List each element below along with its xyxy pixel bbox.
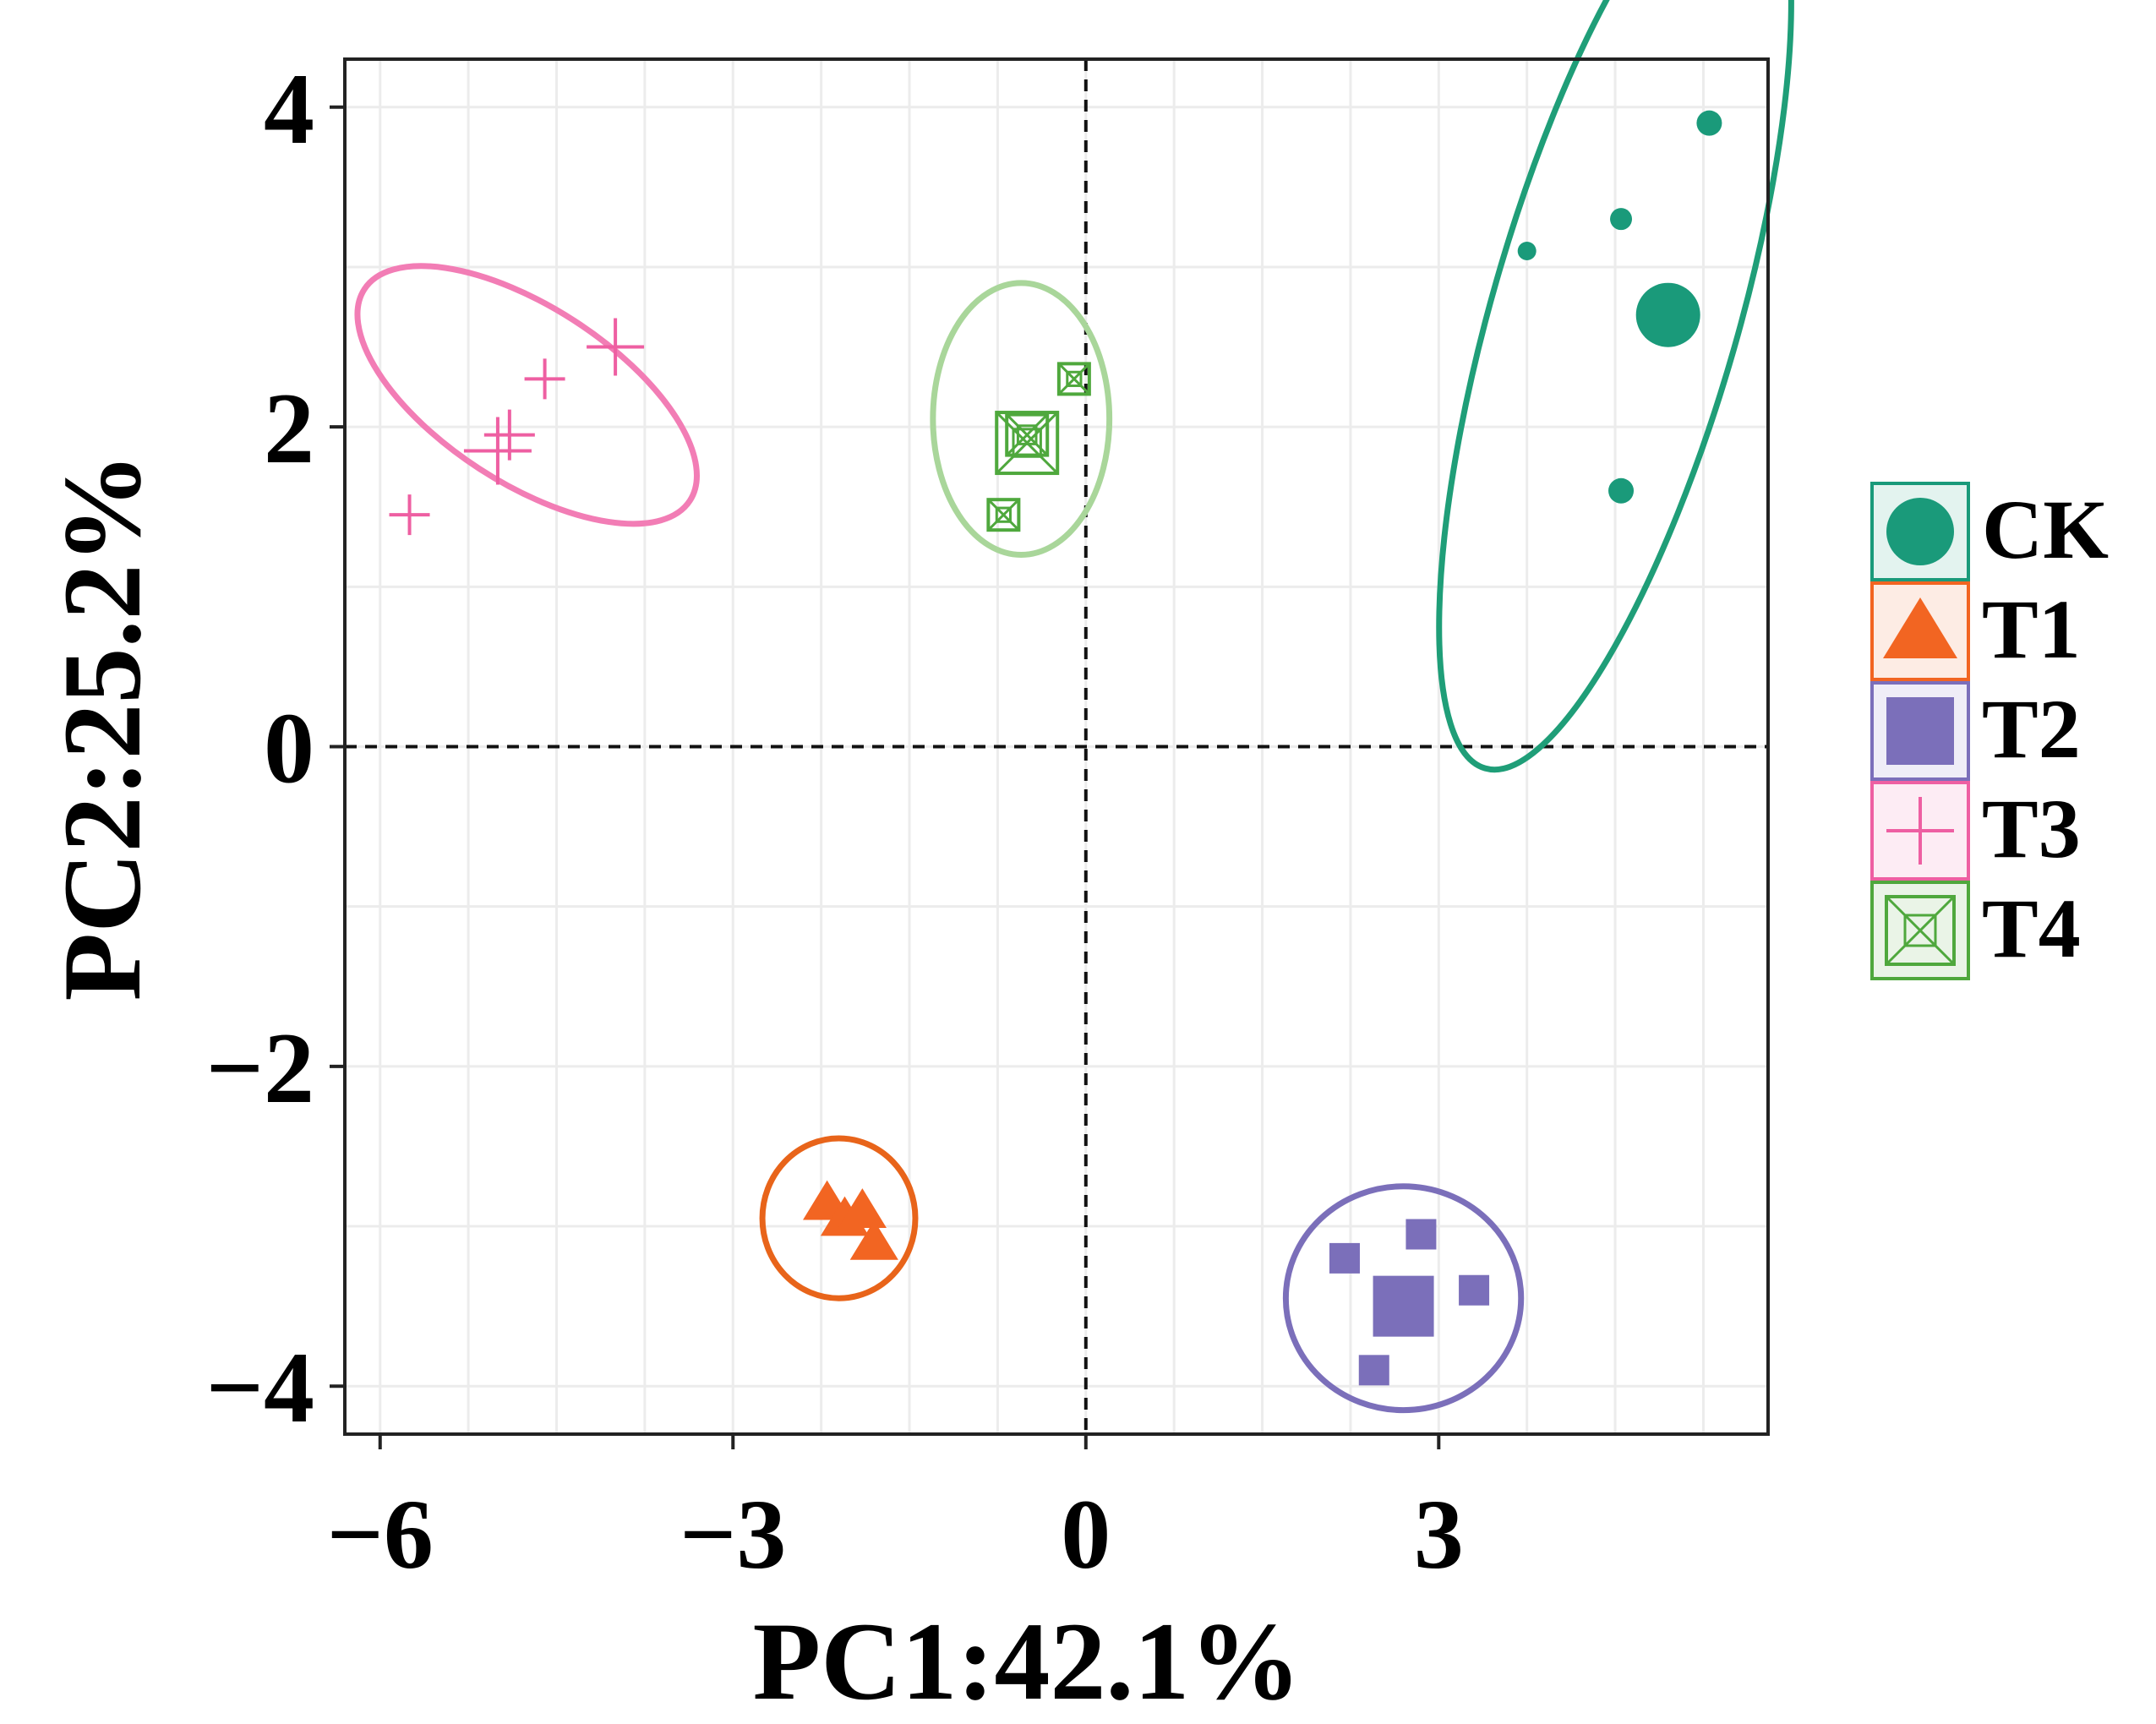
- x-tick-label: −3: [680, 1479, 786, 1590]
- x-tick-label: 3: [1414, 1479, 1464, 1590]
- point-ck-4: [1635, 282, 1700, 347]
- ellipse-t3: [354, 263, 700, 527]
- point-ck-5: [1608, 477, 1635, 504]
- legend-marker-t3: [1886, 797, 1954, 865]
- y-tick-label: 2: [264, 372, 314, 484]
- point-t3-3: [483, 409, 535, 461]
- legend-item-t3: T3: [1870, 781, 2081, 881]
- point-t1-3: [838, 1188, 887, 1228]
- legend-label: T3: [1982, 782, 2081, 876]
- legend-marker-t4: [1885, 895, 1956, 966]
- axis-ticks: −6 −3 0 3 4 2 0 −2 −4: [206, 52, 1464, 1590]
- legend-marker-t2: [1886, 697, 1954, 765]
- legend-item-t1: T1: [1870, 581, 2081, 681]
- point-ck-1: [1696, 110, 1722, 136]
- point-t3-2: [463, 417, 532, 485]
- y-axis-title: PC2:25.2%: [40, 453, 164, 1001]
- legend-item-ck: CK: [1870, 482, 2109, 581]
- point-t3-4: [524, 358, 565, 400]
- point-t3-1: [389, 494, 430, 536]
- x-axis-title: PC1:42.1%: [753, 1599, 1302, 1723]
- x-tick-label: 0: [1061, 1479, 1111, 1590]
- point-t3-5: [587, 318, 645, 376]
- point-ck-2: [1610, 208, 1633, 231]
- x-tick-label: −6: [327, 1479, 434, 1590]
- legend-label: T2: [1982, 682, 2081, 776]
- y-tick-label: 4: [264, 52, 314, 165]
- ellipse-t4: [930, 280, 1113, 558]
- point-t2-2: [1405, 1219, 1437, 1250]
- point-t4-3: [1005, 412, 1050, 457]
- point-t2-1: [1329, 1242, 1360, 1274]
- confidence-ellipses: [354, 0, 1794, 1414]
- y-tick-label: 0: [264, 692, 314, 805]
- point-ck-3: [1517, 242, 1536, 261]
- ellipse-t2: [1282, 1183, 1525, 1414]
- legend-item-t4: T4: [1870, 881, 2081, 980]
- reference-lines: [345, 59, 1768, 1434]
- legend-marker-t1: [1883, 597, 1957, 658]
- legend-label: CK: [1982, 483, 2109, 576]
- legend-label: T4: [1982, 881, 2081, 975]
- legend-label: T1: [1982, 582, 2081, 676]
- y-tick-label: −2: [206, 1012, 314, 1124]
- point-t2-5: [1358, 1355, 1389, 1386]
- point-t2-4: [1459, 1274, 1490, 1306]
- point-t4-1: [1056, 362, 1091, 396]
- y-tick-label: −4: [206, 1331, 314, 1443]
- ellipse-t1: [759, 1135, 919, 1301]
- point-t1-4: [849, 1219, 898, 1260]
- legend-item-t2: T2: [1870, 681, 2081, 781]
- ellipse-ck: [1436, 0, 1794, 773]
- point-t2-3: [1373, 1275, 1434, 1337]
- legend-marker-ck: [1886, 498, 1954, 565]
- point-t4-4: [986, 498, 1021, 532]
- data-points: [389, 110, 1722, 1386]
